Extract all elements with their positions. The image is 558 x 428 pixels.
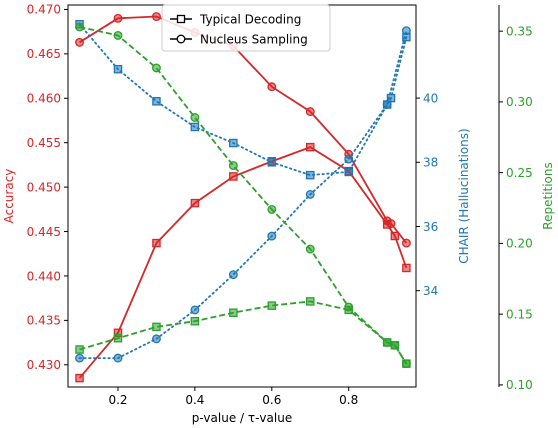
data-point-square [113,333,123,343]
data-point-square [267,158,277,167]
accuracy-tick-label: 0.465 [27,47,61,61]
repetitions-tick-label: 0.20 [506,237,533,251]
series-chair-nucleus [75,26,411,363]
data-point-circle [113,13,123,23]
data-point-circle [75,353,84,363]
data-point-circle [305,189,315,199]
series-line [78,29,408,360]
data-point-circle [75,22,84,32]
data-point-square [306,297,315,306]
repetitions-tick-label: 0.10 [506,378,533,392]
data-point-square [75,373,84,383]
data-point-circle [267,82,277,92]
accuracy-tick-label: 0.460 [27,92,61,106]
legend-entry: Typical Decoding [170,12,301,26]
data-point-square [229,138,238,148]
series-layer [75,12,411,383]
legend-label: Typical Decoding [199,12,301,26]
accuracy-tick-label: 0.470 [27,3,61,17]
data-point-circle [75,37,84,47]
data-point-square [267,301,277,310]
data-point-square [306,170,315,180]
accuracy-tick-label: 0.445 [27,225,61,239]
data-point-square [386,93,396,103]
data-point-circle [267,204,277,214]
data-point-square [306,142,315,152]
data-point-square [75,345,84,354]
chair-tick-label: 36 [423,220,438,234]
data-point-circle [344,154,354,164]
data-point-square [229,172,238,181]
data-point-circle [401,238,411,248]
x-tick-label: 0.6 [262,393,281,407]
data-point-square [152,238,161,248]
series-line [79,300,408,365]
data-point-square [152,322,161,332]
chair-tick-label: 34 [423,284,438,298]
accuracy-tick-label: 0.435 [27,314,61,328]
data-point-circle [305,244,315,254]
accuracy-tick-label: 0.430 [27,358,61,372]
accuracy-tick-label: 0.455 [27,136,61,150]
data-point-circle [344,302,354,312]
data-point-circle [113,353,123,363]
data-point-circle [305,107,315,117]
x-tick-label: 0.2 [108,393,127,407]
repetitions-tick-label: 0.30 [506,95,533,109]
data-point-circle [151,334,161,344]
data-point-circle [190,113,200,122]
chair-tick-label: 38 [423,156,438,170]
legend-entry: Nucleus Sampling [170,32,308,46]
repetitions-tick-label: 0.25 [506,166,533,180]
repetitions-tick-label: 0.15 [506,307,533,321]
legend-marker-square [176,14,186,24]
series-repetitions-nucleus [75,22,411,369]
data-point-square [190,122,200,132]
series-accuracy-typical [75,142,411,383]
accuracy-tick-label: 0.450 [27,180,61,194]
series-line [78,146,408,379]
data-point-circle [390,340,400,350]
data-point-circle [151,63,161,73]
data-point-circle [401,359,411,369]
accuracy-axis-title: Accuracy [2,169,16,224]
data-point-circle [113,30,123,40]
series-repetitions-typical [75,297,411,368]
x-axis-title: p-value / τ-value [192,411,292,425]
data-point-square [229,308,238,317]
data-point-square [113,64,123,74]
data-point-circle [228,161,238,171]
data-point-square [402,263,411,273]
data-point-circle [190,305,200,315]
data-point-square [152,97,161,106]
legend: Typical Decoding Nucleus Sampling [161,4,331,52]
chair-axis-title: CHAIR (Hallucinations) [457,128,471,263]
repetitions-axis-title: Repetitions [541,162,555,229]
data-point-circle [151,12,161,21]
data-point-circle [382,100,392,109]
repetitions-tick-label: 0.35 [506,24,533,38]
data-point-circle [401,26,411,36]
accuracy-tick-label: 0.440 [27,269,61,283]
legend-entries: Typical Decoding Nucleus Sampling [170,12,308,46]
data-point-square [190,316,200,326]
data-point-circle [386,219,396,228]
data-point-square [390,231,400,241]
series-chair-typical [75,20,411,180]
chair-tick-label: 40 [423,91,438,105]
data-point-circle [267,231,277,241]
data-point-circle [228,270,238,280]
legend-label: Nucleus Sampling [200,32,308,46]
legend-marker-circle [176,34,186,44]
legend-box [161,4,331,52]
data-point-square [344,167,353,177]
axes-layer: 0.2 0.4 0.6 0.8 p-value / τ-value 0.430 0.435 0… [2,3,555,425]
data-point-square [190,198,200,208]
x-tick-label: 0.4 [185,393,204,407]
x-tick-label: 0.8 [339,393,358,407]
data-point-circle [382,337,392,347]
